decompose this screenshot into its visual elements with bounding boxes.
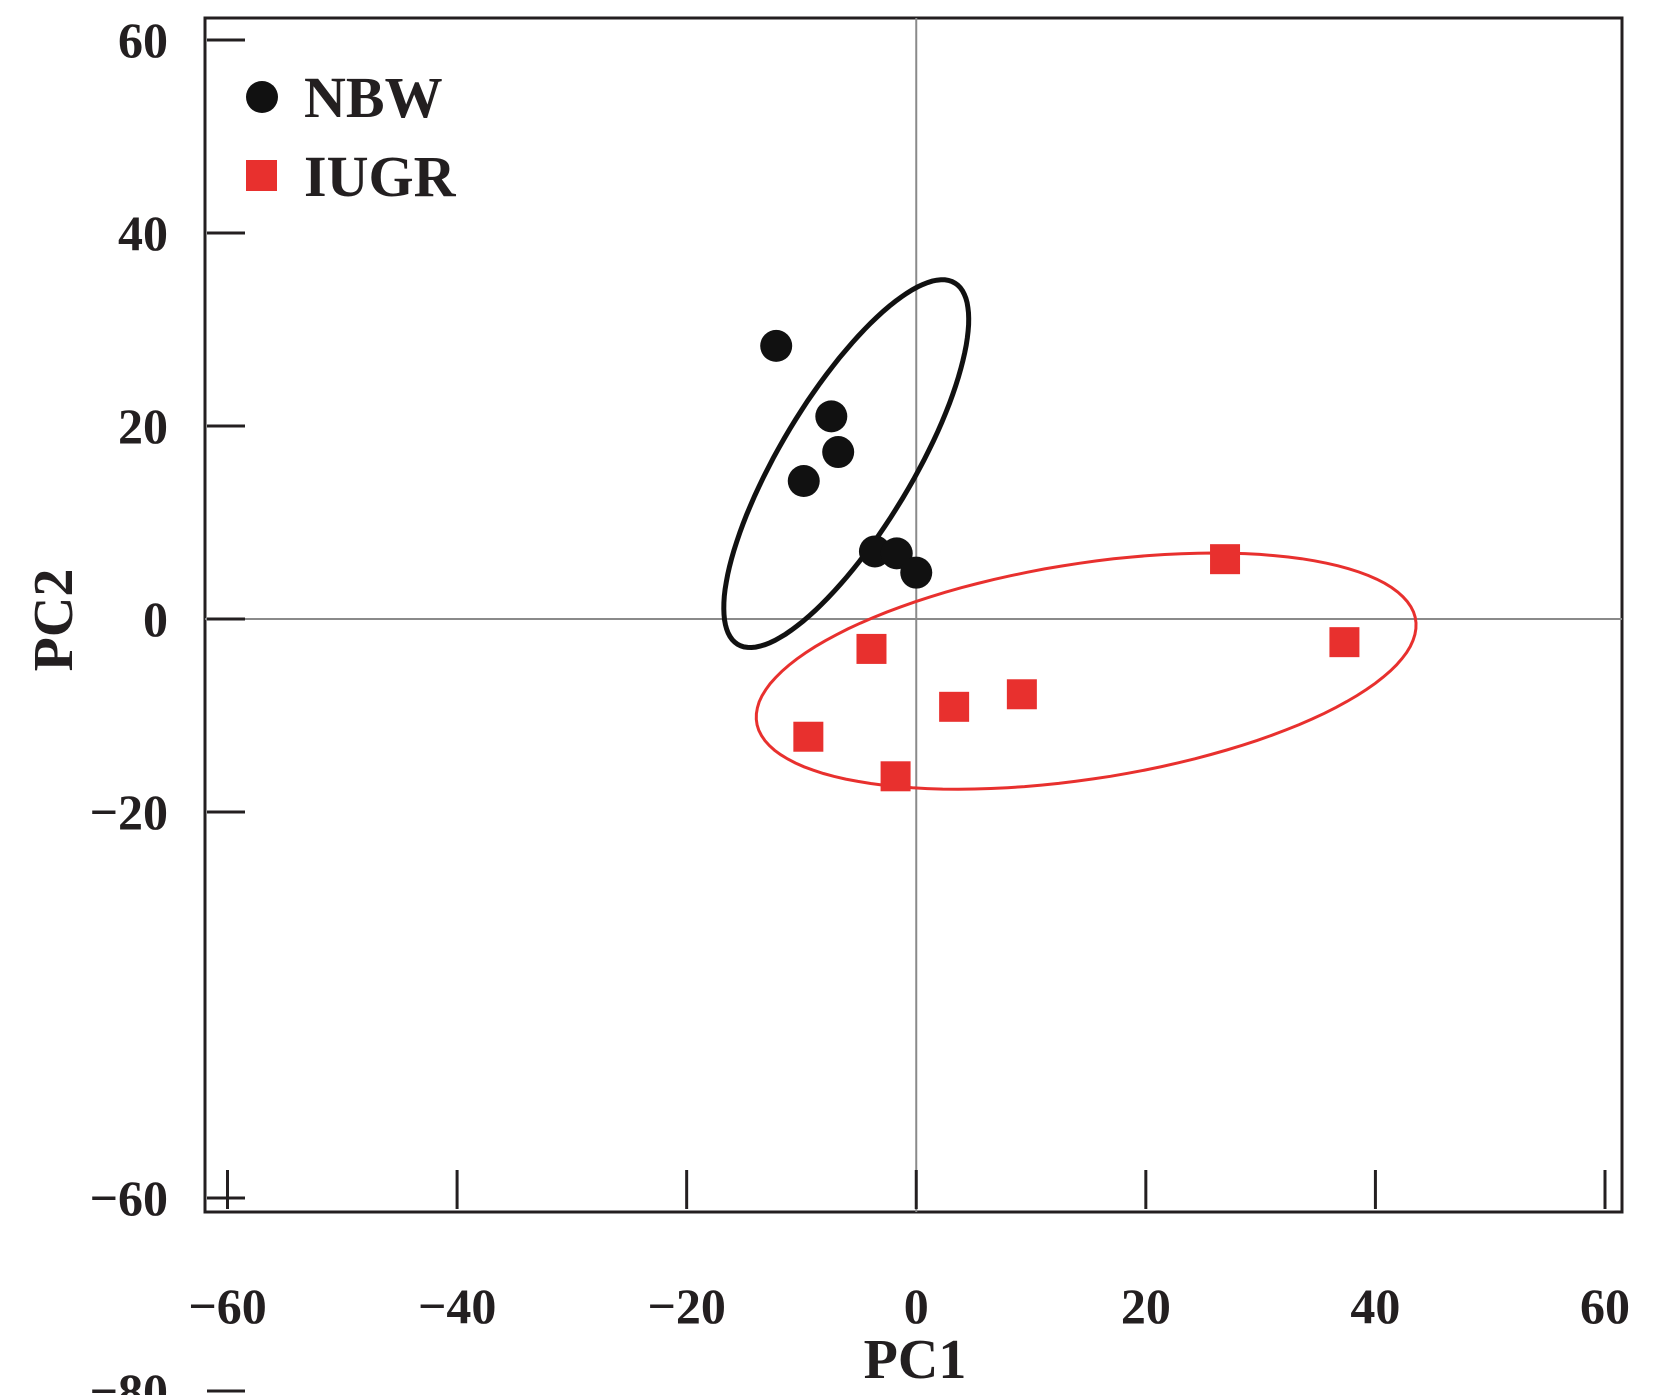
plot-area — [203, 16, 1624, 1214]
axis-ticks — [207, 38, 1607, 1393]
legend: NBW IUGR — [246, 65, 457, 209]
y-tick-label: −20 — [90, 784, 169, 840]
point-iugr — [1329, 627, 1360, 658]
y-tick-label: 20 — [118, 398, 168, 454]
legend-marker-nbw — [246, 81, 278, 113]
y-tick-label: −80 — [90, 1363, 169, 1395]
legend-label-nbw: NBW — [304, 65, 443, 130]
x-axis-title: PC1 — [864, 1329, 967, 1391]
point-nbw — [787, 465, 820, 498]
point-iugr — [1006, 679, 1037, 710]
point-nbw — [900, 556, 933, 589]
legend-label-iugr: IUGR — [304, 144, 457, 209]
point-nbw — [760, 329, 793, 362]
x-tick-label: 0 — [904, 1278, 929, 1334]
point-iugr — [939, 691, 970, 722]
point-iugr — [880, 761, 911, 792]
y-tick-label: 40 — [118, 205, 168, 261]
legend-marker-iugr — [246, 160, 277, 191]
x-tick-label: −20 — [647, 1278, 726, 1334]
x-tick-label: 60 — [1580, 1278, 1630, 1334]
data-marks — [721, 277, 1418, 792]
point-iugr — [793, 721, 824, 752]
y-tick-label: 0 — [143, 591, 168, 647]
ellipse-nbw — [721, 277, 972, 651]
point-nbw — [822, 436, 855, 469]
tick-labels: −60 −40 −20 0 20 40 60 60 40 20 0 −20 −60 −80 — [90, 12, 1631, 1395]
plot-frame — [203, 16, 1624, 1214]
point-iugr — [1210, 544, 1241, 575]
point-iugr — [856, 633, 887, 664]
y-tick-label: 60 — [118, 12, 168, 68]
y-axis-title: PC2 — [23, 569, 85, 672]
x-tick-label: 40 — [1350, 1278, 1400, 1334]
point-nbw — [880, 537, 913, 570]
y-tick-label: −60 — [90, 1170, 169, 1226]
x-tick-label: −60 — [188, 1278, 267, 1334]
x-tick-label: 20 — [1121, 1278, 1171, 1334]
point-nbw — [815, 400, 848, 433]
x-tick-label: −40 — [418, 1278, 497, 1334]
